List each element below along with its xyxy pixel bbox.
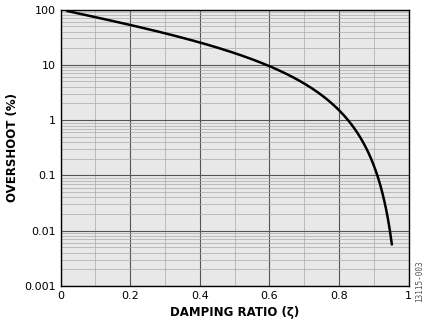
- Y-axis label: OVERSHOOT (%): OVERSHOOT (%): [6, 93, 19, 202]
- X-axis label: DAMPING RATIO (ζ): DAMPING RATIO (ζ): [170, 306, 299, 319]
- Text: 13115-003: 13115-003: [414, 261, 423, 302]
